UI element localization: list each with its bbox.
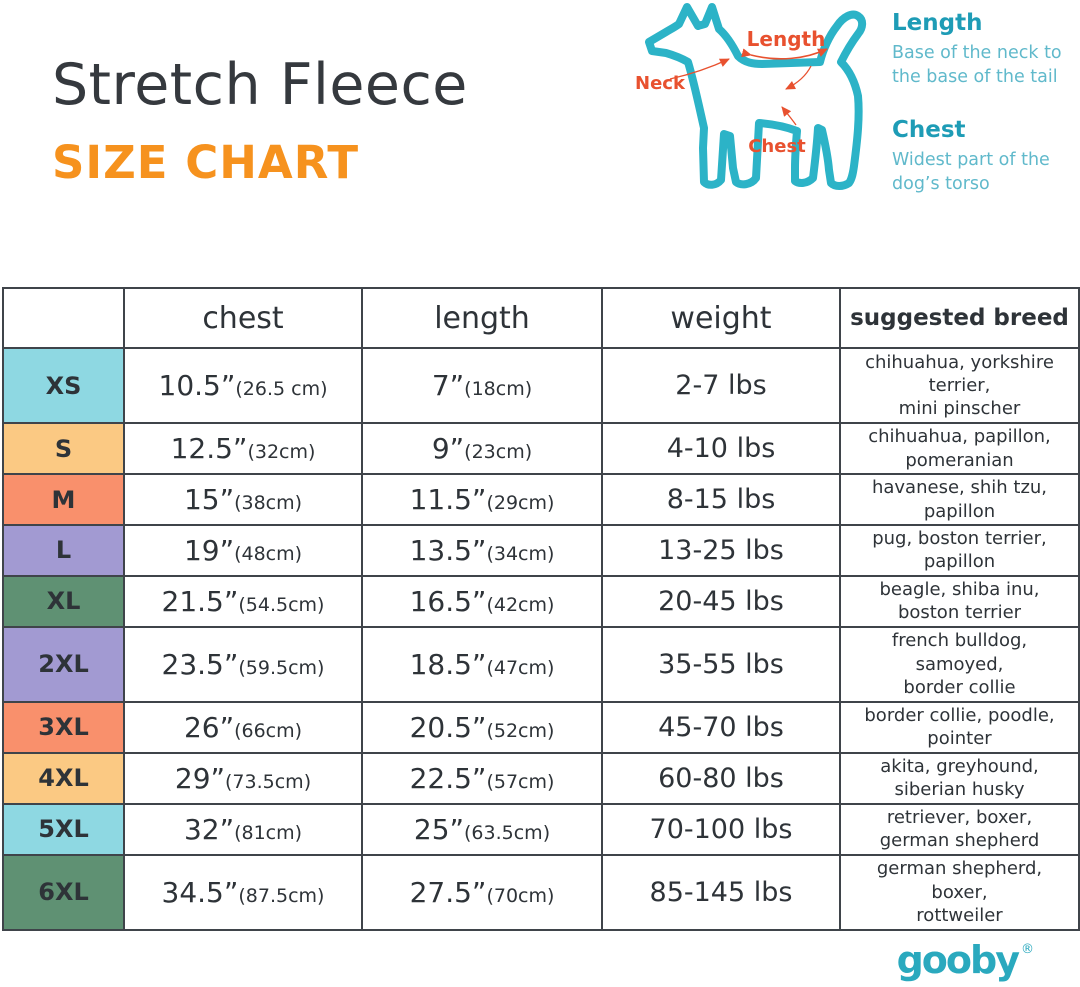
length-cell: 20.5”(52cm) xyxy=(361,701,603,754)
length-cell: 16.5”(42cm) xyxy=(361,574,603,628)
size-cell: XS xyxy=(2,346,125,425)
breed-cell: chihuahua, papillon, pomeranian xyxy=(839,422,1080,476)
dog-outline-illustration: Neck Length Chest xyxy=(635,3,867,190)
brand-name: gooby xyxy=(896,938,1020,982)
table-row: XL 21.5”(54.5cm) 16.5”(42cm) 20-45 lbs beagl… xyxy=(2,574,1080,628)
table-row: 4XL 29”(73.5cm) 22.5”(57cm) 60-80 lbs akita,… xyxy=(2,751,1080,805)
size-cell: 5XL xyxy=(2,802,125,856)
weight-cell: 35-55 lbs xyxy=(601,625,841,704)
page-subtitle: SIZE CHART xyxy=(52,136,360,189)
breed-cell: retriever, boxer, german shepherd xyxy=(839,802,1080,856)
table-row: 3XL 26”(66cm) 20.5”(52cm) 45-70 lbs border c… xyxy=(2,701,1080,754)
legend-chest-definition: Widest part of the dog’s torso xyxy=(892,150,1050,194)
breed-cell: german shepherd, boxer, rottweiler xyxy=(839,853,1080,932)
length-cell: 7”(18cm) xyxy=(361,346,603,425)
chest-cell: 32”(81cm) xyxy=(123,802,363,856)
table-row: L 19”(48cm) 13.5”(34cm) 13-25 lbs pug, bosto… xyxy=(2,524,1080,577)
breed-cell: french bulldog, samoyed, border collie xyxy=(839,625,1080,704)
length-cell: 22.5”(57cm) xyxy=(361,751,603,805)
weight-cell: 20-45 lbs xyxy=(601,574,841,628)
legend-length-term: Length xyxy=(892,10,983,36)
breed-cell: pug, boston terrier, papillon xyxy=(839,524,1080,577)
page-title: Stretch Fleece xyxy=(52,52,468,118)
table-row: 5XL 32”(81cm) 25”(63.5cm) 70-100 lbs retriev… xyxy=(2,802,1080,856)
weight-cell: 60-80 lbs xyxy=(601,751,841,805)
weight-cell: 45-70 lbs xyxy=(601,701,841,754)
column-header-chest: chest xyxy=(123,287,363,349)
column-header-length: length xyxy=(361,287,603,349)
column-header-breed: suggested breed xyxy=(839,287,1080,349)
weight-cell: 2-7 lbs xyxy=(601,346,841,425)
chest-cell: 21.5”(54.5cm) xyxy=(123,574,363,628)
breed-cell: havanese, shih tzu, papillon xyxy=(839,473,1080,527)
chest-cell: 23.5”(59.5cm) xyxy=(123,625,363,704)
breed-cell: beagle, shiba inu, boston terrier xyxy=(839,574,1080,628)
breed-cell: akita, greyhound, siberian husky xyxy=(839,751,1080,805)
size-cell: M xyxy=(2,473,125,527)
chest-cell: 34.5”(87.5cm) xyxy=(123,853,363,932)
chest-arrow-up xyxy=(781,106,797,126)
table-header-row: chest length weight suggested breed xyxy=(2,287,1080,349)
neck-arrow xyxy=(669,58,730,80)
legend-chest: Chest Widest part of the dog’s torso xyxy=(892,117,1068,196)
weight-cell: 13-25 lbs xyxy=(601,524,841,577)
chest-cell: 19”(48cm) xyxy=(123,524,363,577)
legend-length-definition: Base of the neck to the base of the tail xyxy=(892,43,1062,87)
length-cell: 25”(63.5cm) xyxy=(361,802,603,856)
legend-length: Length Base of the neck to the base of t… xyxy=(892,10,1068,89)
size-cell: L xyxy=(2,524,125,577)
chest-cell: 10.5”(26.5 cm) xyxy=(123,346,363,425)
dog-measurement-diagram: Neck Length Chest xyxy=(610,0,884,214)
dog-outline-path xyxy=(645,3,867,190)
table-row: 6XL 34.5”(87.5cm) 27.5”(70cm) 85-145 lbs ger… xyxy=(2,853,1080,932)
table-row: M 15”(38cm) 11.5”(29cm) 8-15 lbs havanese, s… xyxy=(2,473,1080,527)
registered-mark-icon: ® xyxy=(1021,942,1034,957)
column-header-weight: weight xyxy=(601,287,841,349)
size-cell: 2XL xyxy=(2,625,125,704)
chest-arrow-down xyxy=(785,65,812,90)
breed-cell: chihuahua, yorkshire terrier, mini pinsc… xyxy=(839,346,1080,425)
length-cell: 18.5”(47cm) xyxy=(361,625,603,704)
length-cell: 11.5”(29cm) xyxy=(361,473,603,527)
chest-cell: 12.5”(32cm) xyxy=(123,422,363,476)
size-cell: 3XL xyxy=(2,701,125,754)
table-row: XS 10.5”(26.5 cm) 7”(18cm) 2-7 lbs chihuahua… xyxy=(2,346,1080,425)
size-chart-table: chest length weight suggested breed XS 10… xyxy=(2,287,1080,932)
length-label: Length xyxy=(747,27,826,51)
size-cell: 4XL xyxy=(2,751,125,805)
chest-label: Chest xyxy=(748,136,806,157)
table-row: S 12.5”(32cm) 9”(23cm) 4-10 lbs chihuahua, p… xyxy=(2,422,1080,476)
weight-cell: 85-145 lbs xyxy=(601,853,841,932)
neck-label: Neck xyxy=(635,73,686,94)
brand-logo: gooby ® xyxy=(897,938,1034,982)
legend-chest-term: Chest xyxy=(892,117,966,144)
column-header-size xyxy=(2,287,125,349)
table-row: 2XL 23.5”(59.5cm) 18.5”(47cm) 35-55 lbs fren… xyxy=(2,625,1080,704)
length-cell: 27.5”(70cm) xyxy=(361,853,603,932)
size-cell: XL xyxy=(2,574,125,628)
breed-cell: border collie, poodle, pointer xyxy=(839,701,1080,754)
weight-cell: 8-15 lbs xyxy=(601,473,841,527)
chest-cell: 29”(73.5cm) xyxy=(123,751,363,805)
chest-cell: 26”(66cm) xyxy=(123,701,363,754)
length-arrow xyxy=(741,48,828,60)
measurement-legend: Length Base of the neck to the base of t… xyxy=(892,10,1068,197)
weight-cell: 70-100 lbs xyxy=(601,802,841,856)
length-cell: 13.5”(34cm) xyxy=(361,524,603,577)
length-cell: 9”(23cm) xyxy=(361,422,603,476)
size-cell: 6XL xyxy=(2,853,125,932)
weight-cell: 4-10 lbs xyxy=(601,422,841,476)
size-cell: S xyxy=(2,422,125,476)
chest-cell: 15”(38cm) xyxy=(123,473,363,527)
